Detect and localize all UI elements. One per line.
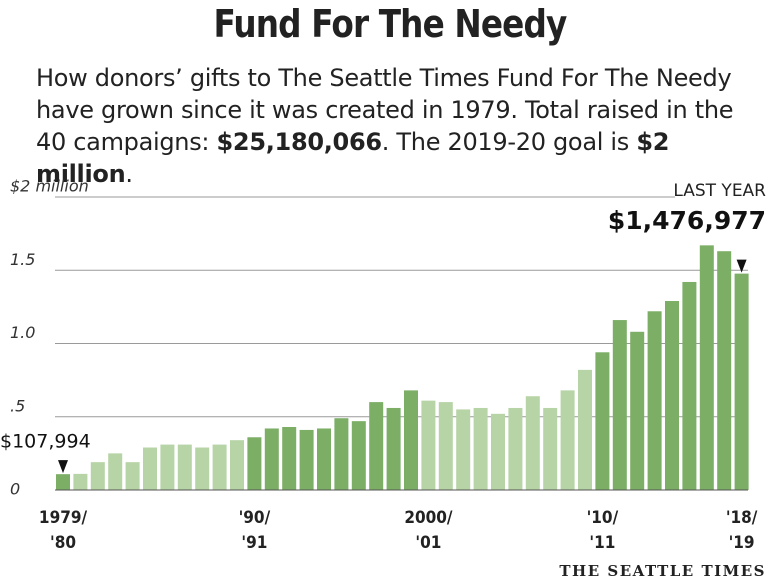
bar (456, 409, 471, 490)
bar (351, 421, 366, 490)
bar (682, 281, 697, 490)
y-tick-label: 1.5 (10, 250, 35, 269)
bar (230, 440, 244, 490)
pointer (58, 460, 68, 474)
chart-title: Fund For The Needy (213, 2, 568, 46)
bar (438, 402, 453, 490)
bar (108, 453, 123, 490)
bar (525, 396, 540, 490)
chart-subtitle: How donors’ gifts to The Seattle Times F… (36, 62, 756, 190)
bar (595, 352, 610, 490)
y-tick-label: 0 (10, 480, 20, 499)
x-tick-label: '10/ '11 (586, 508, 619, 553)
bar (386, 407, 401, 490)
bar (299, 429, 314, 490)
annotation: LAST YEAR (673, 181, 766, 201)
bar (56, 474, 70, 490)
subtitle-run: How donors’ gifts to The Seattle Times F… (36, 64, 734, 156)
bar (177, 444, 192, 490)
bar (247, 437, 262, 490)
y-tick-label: 1.0 (10, 323, 35, 342)
bar (578, 369, 592, 490)
x-tick-label: '90/ '91 (238, 508, 271, 553)
bar (734, 273, 749, 490)
bar (195, 447, 210, 490)
bar (717, 251, 732, 490)
source: THE SEATTLE TIMES (559, 562, 766, 580)
bar (473, 407, 488, 490)
bar (647, 311, 662, 490)
subtitle-run: $2 million (36, 128, 670, 188)
y-tick-label: $2 million (10, 177, 89, 196)
bar (90, 462, 105, 490)
bar (665, 301, 679, 490)
bar (317, 428, 331, 490)
bar (699, 245, 714, 490)
subtitle-run: $25,180,066 (216, 128, 383, 156)
x-tick-label: '18/ '19 (725, 508, 758, 553)
x-tick-label: 2000/ '01 (404, 508, 453, 553)
bar (612, 320, 627, 490)
bar (560, 390, 575, 490)
bar (421, 400, 436, 490)
bar (508, 407, 523, 490)
bar (143, 447, 157, 490)
bar (334, 418, 349, 490)
pointer (736, 259, 747, 273)
subtitle-run: . The 2019-20 goal is (381, 128, 637, 156)
bar (630, 331, 645, 490)
bar (264, 428, 279, 490)
bar (73, 473, 88, 490)
bar (404, 390, 418, 490)
bar (125, 462, 140, 490)
subtitle-run: . (125, 160, 133, 188)
y-tick-label: .5 (10, 396, 25, 415)
bar (282, 427, 297, 490)
bar (543, 407, 558, 490)
bar (369, 402, 384, 490)
bar (160, 444, 175, 490)
value-label: $107,994 (0, 431, 91, 453)
bar (212, 444, 227, 490)
value-label: $1,476,977 (608, 206, 766, 235)
x-tick-label: 1979/ '80 (38, 508, 88, 553)
bar (491, 413, 505, 490)
